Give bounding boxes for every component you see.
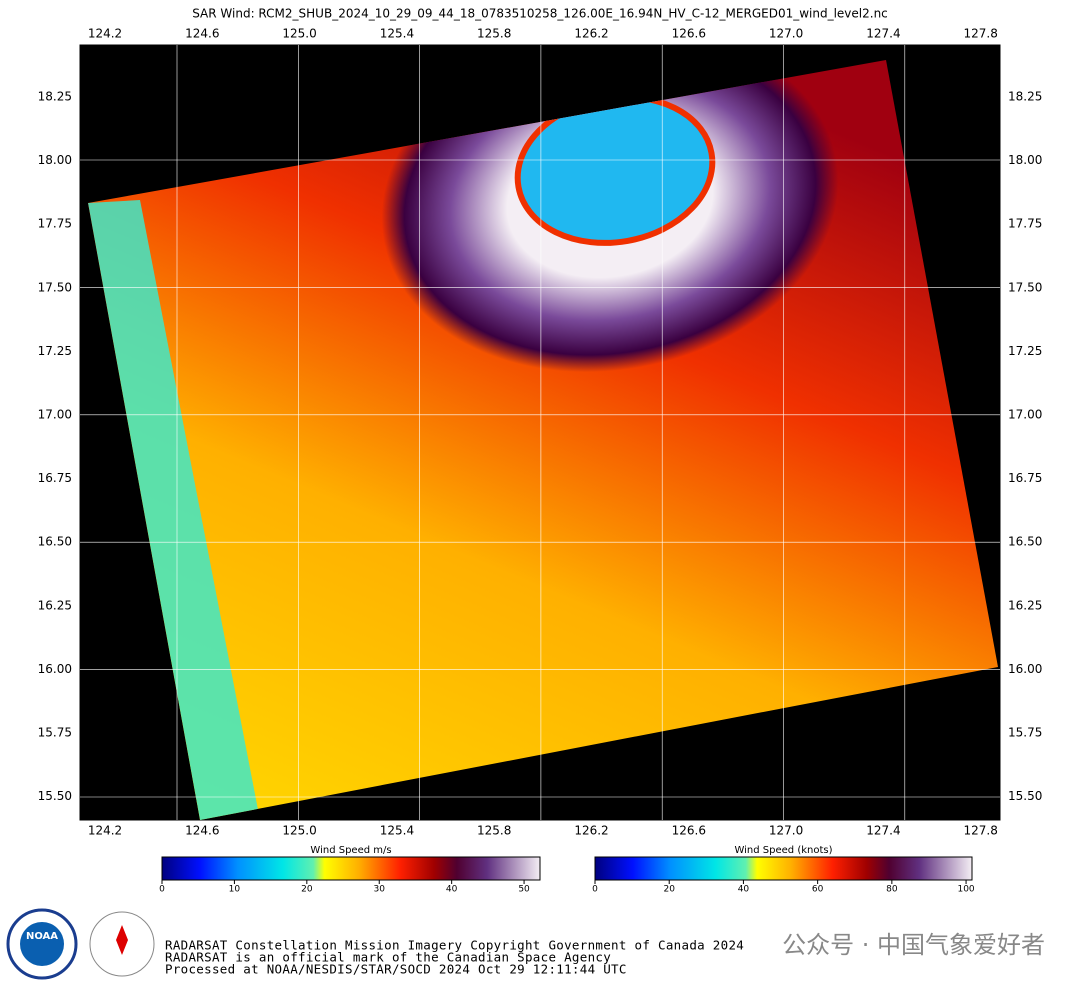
lon-tick-label: 125.0 [282,27,316,41]
lon-tick-label: 126.2 [574,824,608,838]
colorbar-label: Wind Speed (knots) [734,845,832,856]
lat-tick-label: 18.00 [38,153,72,167]
lat-tick-label: 17.25 [38,344,72,358]
colorbar-tick-label: 100 [957,885,974,895]
lat-tick-label: 15.50 [38,789,72,803]
colorbar-tick-label: 0 [592,885,598,895]
lon-tick-label: 127.0 [769,27,803,41]
colorbar-tick-label: 60 [812,885,824,895]
lon-tick-label: 127.4 [866,27,900,41]
lon-tick-label: 126.6 [672,824,706,838]
lon-tick-label: 125.0 [282,824,316,838]
lon-tick-label: 127.4 [866,824,900,838]
lat-tick-label: 16.00 [1008,662,1042,676]
lat-tick-label: 18.25 [1008,90,1042,104]
credit-line: Processed at NOAA/NESDIS/STAR/SOCD 2024 … [165,962,627,977]
colorbar-tick-label: 10 [229,885,241,895]
lat-tick-label: 18.00 [1008,153,1042,167]
lon-tick-label: 125.4 [380,824,414,838]
colorbar-tick-label: 50 [518,885,530,895]
lat-tick-label: 17.50 [38,280,72,294]
lat-tick-label: 17.25 [1008,344,1042,358]
lon-tick-label: 124.6 [185,824,219,838]
lat-tick-label: 17.00 [38,408,72,422]
colorbar-tick-label: 80 [886,885,898,895]
lat-tick-label: 16.25 [1008,598,1042,612]
lon-tick-label: 125.8 [477,824,511,838]
lon-tick-label: 127.0 [769,824,803,838]
lon-tick-label: 124.2 [88,824,122,838]
lat-tick-label: 15.75 [1008,726,1042,740]
lon-tick-label: 127.8 [964,824,998,838]
lon-tick-label: 127.8 [964,27,998,41]
colorbar-tick-label: 30 [374,885,386,895]
lon-tick-label: 125.4 [380,27,414,41]
lat-tick-label: 17.50 [1008,280,1042,294]
colorbar [594,856,973,881]
colorbar-tick-label: 40 [446,885,458,895]
lat-tick-label: 16.75 [38,471,72,485]
lat-tick-label: 16.75 [1008,471,1042,485]
noaa-label: NOAA [26,931,58,942]
csa-maple [116,925,128,955]
colorbar [161,856,541,881]
colorbar-tick-label: 20 [301,885,313,895]
lat-tick-label: 17.00 [1008,408,1042,422]
credit-line: RADARSAT is an official mark of the Cana… [165,950,611,965]
colorbar-tick-label: 0 [159,885,165,895]
lon-tick-label: 124.6 [185,27,219,41]
lat-tick-label: 17.75 [1008,217,1042,231]
title: SAR Wind: RCM2_SHUB_2024_10_29_09_44_18_… [192,7,888,21]
lat-tick-label: 16.25 [38,598,72,612]
lat-tick-label: 15.75 [38,726,72,740]
lat-tick-label: 16.50 [38,535,72,549]
colorbar-tick-label: 20 [663,885,675,895]
lon-tick-label: 125.8 [477,27,511,41]
noaa-logo-inner [20,922,64,966]
lon-tick-label: 124.2 [88,27,122,41]
watermark: 公众号 · 中国气象爱好者 [782,931,1045,959]
colorbar-tick-label: 40 [738,885,750,895]
lat-tick-label: 16.00 [38,662,72,676]
colorbar-label: Wind Speed m/s [310,845,391,856]
lon-tick-label: 126.6 [672,27,706,41]
lat-tick-label: 15.50 [1008,789,1042,803]
lat-tick-label: 17.75 [38,217,72,231]
credit-line: RADARSAT Constellation Mission Imagery C… [165,938,744,953]
lon-tick-label: 126.2 [574,27,608,41]
lat-tick-label: 16.50 [1008,535,1042,549]
lat-tick-label: 18.25 [38,90,72,104]
